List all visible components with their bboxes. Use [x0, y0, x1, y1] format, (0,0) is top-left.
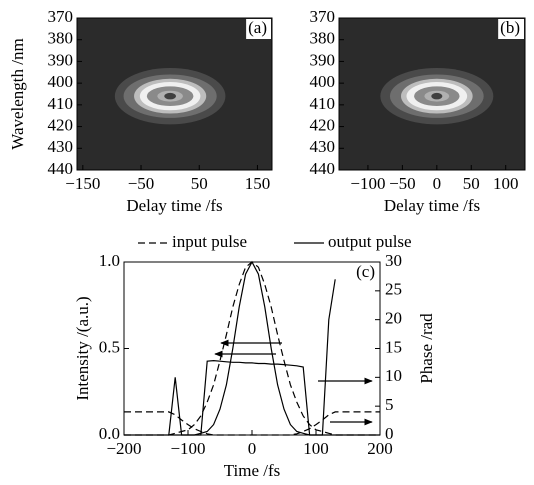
x-axis-title: Delay time /fs — [126, 196, 222, 215]
intensity-line — [124, 261, 380, 436]
panel-label-box — [354, 263, 379, 283]
x-axis-title: Delay time /fs — [384, 196, 480, 215]
y-tick-label: 380 — [310, 29, 336, 48]
x-tick-label: −100 — [170, 439, 205, 458]
panels: −150 −50 50 150370380390400410420430440Dela… — [8, 7, 526, 480]
y-axis-title: Intensity /(a.u.) — [73, 296, 92, 400]
y2-tick-label: 30 — [385, 251, 402, 270]
x-tick-label: 100 — [303, 439, 329, 458]
phase-line — [168, 279, 336, 436]
panel-label: (a) — [248, 18, 267, 37]
panel-label: (b) — [500, 18, 520, 37]
y-tick-label: 380 — [48, 29, 74, 48]
x-tick-label: 0 — [433, 174, 442, 193]
y-tick-label: 370 — [48, 7, 74, 26]
y-tick-label: 410 — [310, 94, 336, 113]
y-tick-label: 430 — [48, 137, 74, 156]
plot-frame — [338, 17, 526, 171]
panel-label-box — [498, 19, 524, 39]
x-tick-label: −100 — [350, 174, 385, 193]
y2-tick-label: 20 — [385, 309, 402, 328]
plot-frame — [123, 261, 381, 436]
contour-level — [164, 92, 176, 100]
y-tick-label: 420 — [310, 115, 336, 134]
x-tick-label: 200 — [367, 439, 393, 458]
x-tick-label: 50 — [191, 174, 208, 193]
y-tick-label: 420 — [48, 115, 74, 134]
y-tick-label: 430 — [310, 137, 336, 156]
y2-tick-label: 5 — [385, 395, 394, 414]
x-axis-title: Time /fs — [224, 461, 281, 480]
y2-axis-title: Phase /rad — [417, 313, 436, 384]
y-tick-label: 440 — [48, 159, 74, 178]
y-tick-label: 390 — [310, 50, 336, 69]
legend-label: input pulse — [172, 232, 247, 251]
intensity-line — [124, 260, 380, 436]
y-tick-label: 1.0 — [99, 251, 120, 270]
panel-label-box — [246, 19, 271, 39]
x-tick-label: 50 — [463, 174, 480, 193]
y-axis-title: Wavelength /nm — [8, 38, 27, 149]
x-tick-label: −50 — [389, 174, 416, 193]
annotation-arrows — [214, 339, 373, 426]
y-tick-label: 440 — [310, 159, 336, 178]
plot-frame — [76, 17, 273, 171]
y-tick-label: 390 — [48, 50, 74, 69]
y-tick-label: 400 — [310, 72, 336, 91]
x-tick-label: −200 — [106, 439, 141, 458]
y-tick-label: 0.0 — [99, 424, 120, 443]
y-tick-label: 400 — [48, 72, 74, 91]
y2-tick-label: 0 — [385, 424, 394, 443]
y2-tick-label: 15 — [385, 337, 402, 356]
y2-tick-label: 10 — [385, 366, 402, 385]
contour-level — [431, 92, 443, 100]
x-tick-label: 0 — [248, 439, 257, 458]
x-tick-label: −50 — [128, 174, 155, 193]
y-tick-label: 410 — [48, 94, 74, 113]
x-tick-label: −150 — [65, 174, 100, 193]
panel-label: (c) — [356, 262, 375, 281]
y2-tick-label: 25 — [385, 280, 402, 299]
y-tick-label: 370 — [310, 7, 336, 26]
x-tick-label: 100 — [493, 174, 519, 193]
y-tick-label: 0.5 — [99, 337, 120, 356]
legend-label: output pulse — [328, 232, 412, 251]
x-tick-label: 150 — [245, 174, 271, 193]
